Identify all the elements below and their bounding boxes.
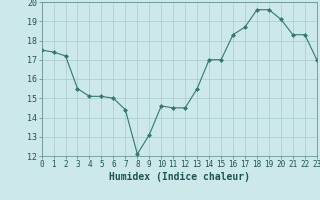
- X-axis label: Humidex (Indice chaleur): Humidex (Indice chaleur): [109, 172, 250, 182]
